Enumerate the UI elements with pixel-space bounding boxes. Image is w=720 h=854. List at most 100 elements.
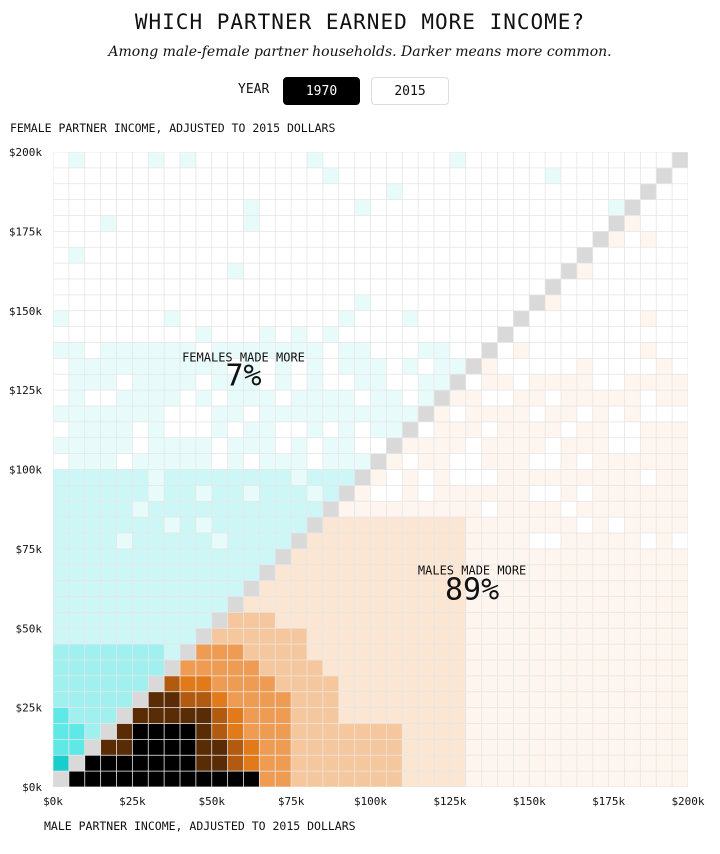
male-more-cell [228,676,244,692]
male-more-cell [593,676,609,692]
female-more-cell [323,327,339,343]
male-more-cell [450,501,466,517]
male-more-cell [593,533,609,549]
male-more-cell [593,406,609,422]
female-more-cell [323,406,339,422]
male-more-cell [561,406,577,422]
male-more-cell [355,517,371,533]
female-more-cell [116,390,132,406]
female-more-cell [291,247,307,263]
female-more-cell [243,454,259,470]
female-more-cell [275,469,291,485]
female-more-cell [497,231,513,247]
female-more-cell [482,152,498,168]
male-more-cell [212,628,228,644]
female-more-cell [180,215,196,231]
male-more-cell [672,422,688,438]
male-more-cell [529,342,545,358]
male-more-cell [228,708,244,724]
male-more-cell [672,295,688,311]
male-more-cell [609,311,625,327]
equal-income-cell [672,152,688,168]
female-more-cell [116,327,132,343]
male-more-cell [672,644,688,660]
male-more-cell [640,755,656,771]
female-more-cell [53,454,69,470]
male-more-cell [609,723,625,739]
female-more-cell [180,358,196,374]
female-more-cell [196,565,212,581]
male-more-cell [672,469,688,485]
female-more-cell [164,184,180,200]
female-more-cell [466,295,482,311]
male-more-cell [259,708,275,724]
male-more-cell [593,596,609,612]
male-more-cell [497,485,513,501]
female-more-cell [434,327,450,343]
year-2015-button[interactable]: 2015 [371,77,449,105]
female-more-cell [497,263,513,279]
male-more-cell [339,755,355,771]
female-more-cell [291,374,307,390]
female-more-cell [291,152,307,168]
male-more-cell [672,692,688,708]
male-more-cell [323,517,339,533]
male-more-cell [672,311,688,327]
female-more-cell [243,438,259,454]
female-more-cell [212,501,228,517]
male-more-cell [529,644,545,660]
male-more-cell [545,660,561,676]
equal-income-cell [513,311,529,327]
male-more-cell [624,295,640,311]
male-more-cell [545,390,561,406]
male-more-cell [116,723,132,739]
female-more-cell [148,295,164,311]
female-more-cell [53,644,69,660]
female-more-cell [370,327,386,343]
female-more-cell [259,327,275,343]
female-more-cell [243,374,259,390]
male-more-cell [561,581,577,597]
female-more-cell [101,644,117,660]
female-more-cell [386,422,402,438]
female-more-cell [101,168,117,184]
male-more-cell [402,485,418,501]
male-more-cell [640,295,656,311]
male-more-cell [450,422,466,438]
male-more-cell [640,263,656,279]
year-1970-button[interactable]: 1970 [283,77,360,105]
female-more-cell [466,279,482,295]
female-more-cell [212,184,228,200]
male-more-cell [656,581,672,597]
female-more-cell [116,596,132,612]
male-more-cell [418,708,434,724]
female-more-cell [355,358,371,374]
male-more-cell [529,327,545,343]
female-more-cell [132,327,148,343]
female-more-cell [339,184,355,200]
female-more-cell [116,438,132,454]
male-more-cell [656,358,672,374]
female-more-cell [228,501,244,517]
male-more-cell [450,581,466,597]
female-more-cell [482,295,498,311]
male-more-cell [577,596,593,612]
female-more-cell [291,422,307,438]
female-more-cell [355,327,371,343]
female-more-cell [53,628,69,644]
female-more-cell [275,438,291,454]
female-more-cell [164,215,180,231]
female-more-cell [53,533,69,549]
female-more-cell [85,469,101,485]
male-more-cell [672,755,688,771]
male-more-cell [116,771,132,787]
male-more-cell [561,755,577,771]
female-more-cell [228,374,244,390]
male-more-cell [624,263,640,279]
female-more-cell [196,596,212,612]
male-more-cell [259,612,275,628]
male-more-cell [450,708,466,724]
male-more-cell [529,581,545,597]
male-more-cell [609,581,625,597]
